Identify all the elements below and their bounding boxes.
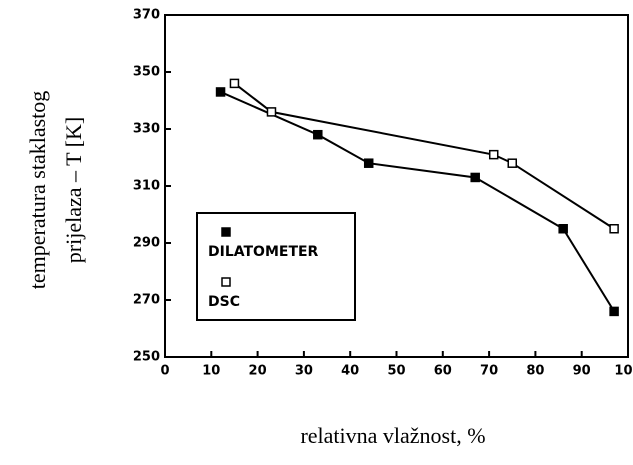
x-tick-label: 10	[202, 364, 220, 379]
point	[609, 224, 619, 234]
point	[488, 149, 499, 160]
y-tick-label: 310	[133, 179, 160, 194]
point	[470, 172, 480, 183]
y-tick-label: 330	[133, 122, 160, 137]
legend-label: DSC	[208, 294, 240, 310]
y-tick-label: 350	[133, 65, 160, 80]
y-axis-label: prijelaza – T [K]	[61, 117, 86, 263]
point	[558, 224, 568, 234]
point	[507, 158, 517, 168]
series-line	[220, 91, 615, 312]
point	[363, 158, 374, 168]
x-tick-label: 60	[434, 364, 452, 379]
point	[609, 306, 619, 317]
x-tick-label: 20	[249, 364, 267, 379]
y-tick-label: 290	[133, 236, 160, 251]
x-axis-label: relativna vlažnost, %	[300, 423, 485, 448]
legend-marker	[221, 277, 231, 287]
y-tick-label: 250	[133, 350, 160, 365]
point	[266, 107, 277, 117]
point	[229, 78, 240, 89]
y-tick-label: 370	[133, 8, 160, 23]
y-axis-label: temperatura staklastog	[25, 91, 50, 290]
x-tick-label: 0	[160, 364, 169, 379]
y-tick-label: 270	[133, 293, 160, 308]
x-tick-label: 40	[341, 364, 359, 379]
x-tick-label: 100	[614, 364, 633, 379]
x-tick-label: 30	[295, 364, 313, 379]
point	[313, 129, 323, 140]
x-tick-label: 70	[480, 364, 498, 379]
x-tick-label: 80	[526, 364, 544, 379]
legend-marker	[221, 227, 231, 237]
legend-label: DILATOMETER	[208, 244, 319, 260]
series-line	[233, 82, 615, 230]
point	[215, 87, 226, 97]
x-tick-label: 50	[387, 364, 405, 379]
x-tick-label: 90	[573, 364, 591, 379]
